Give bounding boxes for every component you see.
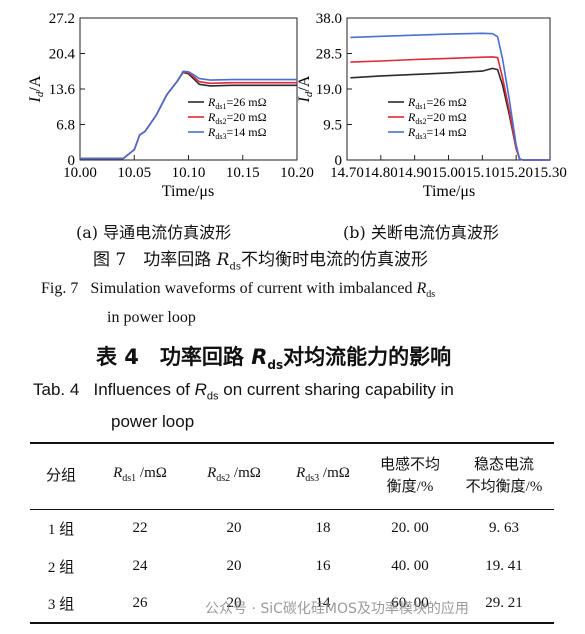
cell: 18 [315,519,331,536]
header-group: 分组 [30,442,92,510]
a-ytick-label: 6.8 [56,118,75,134]
b-ytick-label: 19.0 [316,82,342,98]
a-ytick-label: 27.2 [49,11,75,27]
cell: 9. 63 [489,519,519,536]
header-rds1: Rds1 /mΩ [92,442,188,510]
header-inductance-imbalance: 电感不均 衡度/% [366,442,454,510]
b-legend-label: Rds3=14 mΩ [407,125,467,141]
chart-a-x-label: Time/μs [162,183,214,200]
cell: 14 [280,585,366,624]
a-xtick-label: 10.10 [172,165,206,181]
cell: 3 组 [30,585,92,624]
figure-caption-cn: 图 7 功率回路 Rds不均衡时电流的仿真波形 [93,250,428,273]
chart-b-y-label: Id/A [296,75,315,103]
b-ytick-label: 38.0 [316,11,342,27]
current-sharing-table: 分组 Rds1 /mΩ Rds2 /mΩ Rds3 /mΩ 电感不均 衡度/% 稳… [30,442,554,624]
b-xtick-label: 14.80 [364,165,398,181]
cell: 19. 41 [485,557,523,574]
b-ytick-label: 28.5 [316,47,342,63]
cell: 16 [315,557,331,574]
a-legend-label: Rds3=14 mΩ [207,125,267,141]
b-xtick-label: 14.70 [330,165,364,181]
header-current-imbalance: 稳态电流 不均衡度/% [454,442,554,510]
cell: 22 [132,519,148,536]
b-legend-label: Rds2=20 mΩ [407,110,467,126]
a-xtick-label: 10.15 [226,165,260,181]
table-row: 3 组 26 20 14 60. 00 29. 21 [30,585,554,624]
header-rds3: Rds3 /mΩ [280,442,366,510]
watermark-text: 公众号 · SiC碳化硅MOS及功率模块的应用 [205,601,469,617]
a-ytick-label: 13.6 [49,82,76,98]
figure-caption-en: Fig. 7 Simulation waveforms of current w… [41,280,436,301]
cell: 60. 00 [366,585,454,624]
cell: 29. 21 [454,585,554,624]
a-legend-label: Rds2=20 mΩ [207,110,267,126]
a-ytick-label: 0 [68,153,76,169]
cell: 20. 00 [391,519,429,536]
a-xtick-label: 10.00 [63,165,97,181]
b-xtick-label: 15.20 [499,165,533,181]
b-xtick-label: 15.00 [432,165,466,181]
b-legend-label: Rds1=26 mΩ [407,95,467,111]
a-legend-label: Rds1=26 mΩ [207,95,267,111]
chart-b-x-label: Time/μs [423,183,475,200]
cell: 24 [132,557,148,574]
chart-a-y-label: Id/A [27,75,46,103]
cell: 26 [92,585,188,624]
subcaption-b: (b) 关断电流仿真波形 [343,223,499,242]
a-xtick-label: 10.05 [117,165,151,181]
subcaption-a: (a) 导通电流仿真波形 [76,223,232,242]
table-row: 2 组 24 20 16 40. 00 19. 41 [30,547,554,585]
chart-a: Id/A Time/μs 27.2 20.4 13.6 6.8 010.00 10.05 1… [27,11,314,200]
cell: 20 [226,519,242,536]
table-header-row: 分组 Rds1 /mΩ Rds2 /mΩ Rds3 /mΩ 电感不均 衡度/% 稳… [30,442,554,510]
figure-caption-en-line2: in power loop [107,309,196,326]
b-ytick-label: 0 [335,153,343,169]
cell: 2 组 [47,559,75,576]
b-xtick-label: 15.30 [533,165,567,181]
cell: 20 [226,557,242,574]
cell: 1 组 [47,521,75,538]
table-title-cn: 表 4 功率回路 Rds对均流能力的影响 [96,345,452,373]
table-row: 1 组 22 20 18 20. 00 9. 63 [30,509,554,547]
header-rds2: Rds2 /mΩ [188,442,280,510]
cell: 20 [188,585,280,624]
b-series-line-3 [350,32,550,161]
a-series-line-3 [80,70,297,160]
table-title-en: Tab. 4 Influences of Rds on current shar… [33,380,454,403]
cell: 40. 00 [391,557,429,574]
b-xtick-label: 15.10 [465,165,499,181]
table-title-en-line2: power loop [111,412,195,431]
b-ytick-label: 9.5 [323,118,342,134]
a-ytick-label: 20.4 [49,47,76,63]
a-xtick-label: 10.20 [280,165,314,181]
b-xtick-label: 14.90 [398,165,432,181]
